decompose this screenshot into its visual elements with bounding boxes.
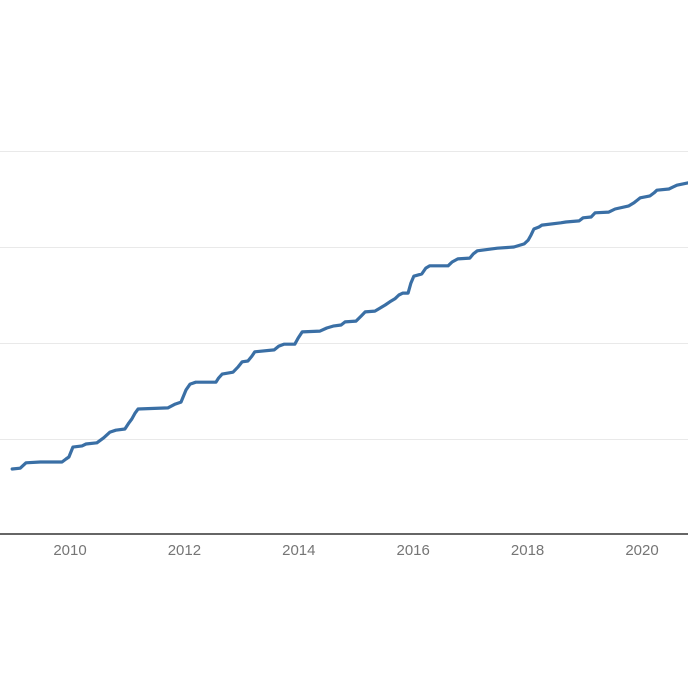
- x-axis-tick-label: 2012: [168, 542, 201, 559]
- x-axis-tick-label: 2010: [53, 542, 86, 559]
- gridlines-group: [0, 151, 688, 440]
- data-line: [10, 181, 688, 471]
- x-axis-tick-label: 2018: [511, 542, 544, 559]
- x-axis-tick-labels-group: 2010 2012 2014 2016 2018 2020: [53, 542, 658, 559]
- x-axis-tick-label: 2020: [625, 542, 658, 559]
- data-series-group: [10, 181, 688, 471]
- x-axis-tick-label: 2016: [397, 542, 430, 559]
- x-axis-tick-label: 2014: [282, 542, 315, 559]
